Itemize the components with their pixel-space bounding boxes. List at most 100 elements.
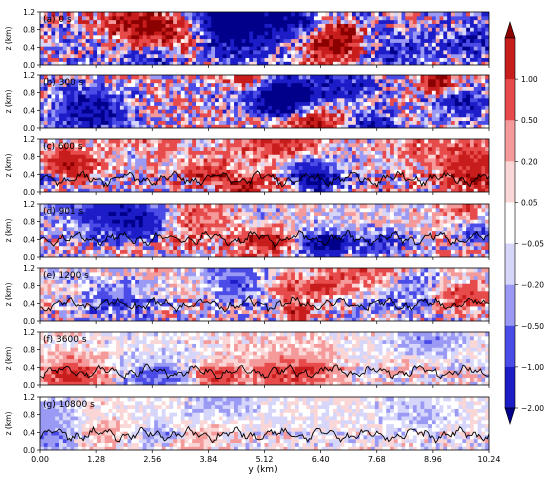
heatmap-cell (340, 150, 346, 155)
heatmap-cell (196, 109, 201, 114)
heatmap-cell (477, 142, 482, 148)
heatmap-cell (473, 109, 479, 114)
heatmap-cell (89, 165, 94, 170)
heatmap-cell (313, 112, 319, 118)
heatmap-cell (393, 15, 399, 21)
heatmap-cell (283, 46, 288, 51)
heatmap-cell (329, 46, 334, 51)
heatmap-cell (477, 165, 482, 170)
heatmap-cell (363, 120, 368, 125)
heatmap-cell (215, 46, 220, 51)
heatmap-cell (70, 173, 75, 178)
heatmap-cell (275, 12, 281, 17)
heatmap-cell (401, 169, 406, 174)
heatmap-cell (302, 176, 307, 182)
heatmap-cell (85, 49, 91, 55)
heatmap-cell (321, 116, 326, 122)
heatmap-cell (283, 105, 288, 110)
heatmap-cell (462, 146, 467, 151)
heatmap-cell (424, 188, 429, 192)
heatmap-cell (272, 46, 277, 51)
heatmap-cell (135, 61, 140, 65)
heatmap-cell (367, 86, 372, 91)
heatmap-cell (275, 116, 281, 122)
heatmap-cell (230, 157, 235, 163)
heatmap-cell (420, 154, 425, 159)
heatmap-cell (481, 165, 486, 170)
heatmap-cell (207, 34, 212, 40)
heatmap-cell (93, 154, 98, 159)
heatmap-cell (104, 27, 110, 32)
heatmap-cell (55, 57, 60, 62)
heatmap-cell (359, 154, 365, 159)
heatmap-cell (173, 53, 178, 59)
heatmap-cell (424, 150, 429, 155)
heatmap-cell (477, 78, 482, 84)
heatmap-cell (116, 146, 121, 151)
heatmap-cell (59, 161, 64, 167)
heatmap-cell (332, 75, 338, 80)
heatmap-cell (386, 105, 391, 110)
heatmap-cell (469, 157, 475, 163)
heatmap-cell (352, 34, 357, 40)
heatmap-cell (256, 173, 262, 178)
heatmap-cell (47, 46, 53, 51)
heatmap-cell (431, 142, 437, 148)
heatmap-cell (306, 157, 311, 163)
heatmap-cell (405, 19, 410, 24)
heatmap-cell (253, 97, 258, 103)
heatmap-cell (135, 184, 140, 189)
heatmap-cell (100, 27, 106, 32)
heatmap-cell (466, 101, 471, 106)
heatmap-cell (412, 15, 418, 21)
heatmap-cell (97, 19, 102, 24)
heatmap-cell (397, 188, 403, 192)
heatmap-cell (161, 180, 167, 186)
heatmap-cell (55, 105, 60, 110)
heatmap-cell (264, 86, 269, 91)
heatmap-cell (473, 27, 479, 32)
heatmap-cell (66, 34, 72, 40)
heatmap-cell (157, 139, 163, 144)
heatmap-cell (325, 116, 330, 122)
heatmap-cell (302, 157, 307, 163)
heatmap-cell (245, 30, 250, 36)
heatmap-cell (55, 188, 60, 192)
heatmap-cell (428, 75, 433, 80)
heatmap-cell (306, 86, 311, 91)
heatmap-cell (485, 165, 489, 170)
heatmap-cell (321, 53, 326, 59)
heatmap-cell (131, 42, 136, 47)
heatmap-cell (222, 57, 228, 62)
heatmap-cell (348, 57, 353, 62)
heatmap-cell (458, 142, 463, 148)
heatmap-cell (462, 176, 467, 182)
heatmap-cell (390, 86, 395, 91)
heatmap-cell (302, 19, 307, 24)
heatmap-cell (226, 105, 231, 110)
heatmap-cell (355, 93, 361, 99)
heatmap-cell (70, 161, 75, 167)
heatmap-cell (161, 169, 167, 174)
heatmap-cell (146, 78, 151, 84)
heatmap-cell (119, 86, 125, 91)
heatmap-cell (135, 154, 140, 159)
heatmap-cell (287, 38, 292, 43)
heatmap-cell (279, 169, 285, 174)
heatmap-cell (264, 34, 269, 40)
heatmap-cell (458, 42, 463, 47)
heatmap-cell (454, 23, 460, 28)
heatmap-cell (161, 12, 167, 17)
heatmap-cell (51, 116, 56, 122)
heatmap-cell (447, 19, 452, 24)
heatmap-cell (192, 139, 197, 144)
heatmap-cell (264, 184, 269, 189)
heatmap-cell (43, 184, 49, 189)
heatmap-cell (116, 75, 121, 80)
heatmap-cell (355, 157, 361, 163)
heatmap-cell (123, 180, 129, 186)
heatmap-cell (439, 105, 444, 110)
heatmap-cell (390, 112, 395, 118)
heatmap-cell (275, 173, 281, 178)
y-tick-label: 0.0 (23, 61, 35, 70)
